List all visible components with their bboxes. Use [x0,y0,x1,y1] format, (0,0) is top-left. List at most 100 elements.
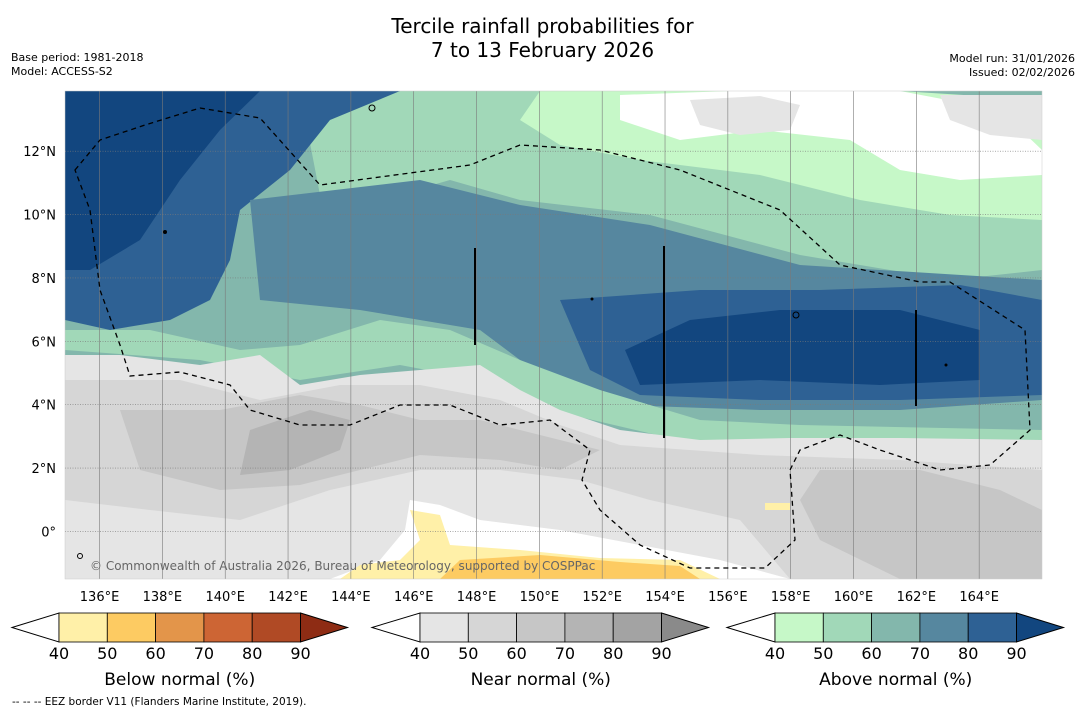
model-run: Model run: 31/01/2026 [949,52,1075,65]
x-tick-label: 150°E [520,590,560,605]
colorbar-box [822,612,872,643]
colorbar-box [155,612,205,643]
x-axis-ticks: 136°E 138°E 140°E 142°E 144°E 146°E 148°E 150°E… [80,590,999,605]
colorbar-box [516,612,566,643]
colorbar-level-label: 90 [290,644,310,663]
x-tick-label: 152°E [582,590,622,605]
region-grey-north [690,95,1042,140]
map-frame [64,90,1043,580]
region-above-90-east [625,310,980,385]
x-tick-label: 164°E [959,590,999,605]
colorbar-level-label: 80 [242,644,262,663]
colorbar-below: 40 50 60 70 80 90 Below normal (%) [10,612,350,690]
colorbar-level-label: 50 [458,644,478,663]
map-area: © Commonwealth of Australia 2026, Bureau… [65,91,1042,579]
colorbar-arrow-high [1016,612,1066,643]
x-tick-label: 154°E [645,590,685,605]
colorbar-level-label: 40 [410,644,430,663]
region-near-70 [240,410,350,475]
colorbar-level-label: 90 [651,644,671,663]
island-1 [368,104,376,112]
island-2 [792,311,800,319]
x-tick-label: 158°E [771,590,811,605]
island-5 [77,553,83,559]
meta-left: Base period: 1981-2018 Model: ACCESS-S2 [11,51,143,79]
colorbar-level-label: 70 [910,644,930,663]
y-tick-label: 4°N [32,399,57,414]
region-near-60 [120,395,1042,579]
colorbar-box [203,612,253,643]
colorbar-box [106,612,157,643]
y-tick-label: 10°N [23,209,56,224]
colorbar-arrow-high [300,612,350,643]
x-tick-label: 160°E [834,590,874,605]
x-tick-label: 140°E [205,590,245,605]
colorbar-box [419,612,469,643]
title-line-1: Tercile rainfall probabilities for [391,14,694,38]
colorbar-level-label: 80 [603,644,623,663]
x-tick-label: 144°E [331,590,371,605]
x-tick-label: 148°E [457,590,497,605]
colorbar-box [58,612,108,643]
watermark-text: © Commonwealth of Australia 2026, Bureau… [90,559,595,573]
y-axis-ticks: 12°N 10°N 8°N 6°N 4°N 2°N 0° [23,145,56,540]
colorbar-title: Below normal (%) [104,670,255,690]
title-line-2: 7 to 13 February 2026 [430,38,655,62]
island-3 [590,297,594,301]
x-tick-label: 142°E [268,590,308,605]
colorbar-level-label: 60 [506,644,526,663]
colorbar-level-label: 50 [97,644,117,663]
colorbar-box [967,612,1017,643]
colorbar-level-label: 70 [555,644,575,663]
colorbar-arrow-low [10,612,60,643]
region-near-40-light [65,495,520,579]
region-below-40 [340,510,720,579]
colorbar-box [871,612,921,643]
eez-border [74,107,1031,569]
grid-lines [65,91,1042,579]
colorbar-near: 40 50 60 70 80 90 Near normal (%) [370,612,711,690]
region-below-50 [440,555,700,579]
island-6 [944,363,948,367]
y-tick-label: 0° [41,525,56,540]
chart-title: Tercile rainfall probabilities for 7 to … [0,14,1085,62]
x-tick-label: 138°E [143,590,183,605]
x-tick-label: 156°E [708,590,748,605]
colorbar-box [251,612,301,643]
colorbar-level-label: 40 [765,644,785,663]
meta-right: Model run: 31/01/2026 Issued: 02/02/2026 [949,52,1075,80]
colorbar-box [612,612,662,643]
region-below-40-small [765,503,790,510]
x-tick-label: 146°E [394,590,434,605]
colorbar-box [467,612,517,643]
colorbar-title: Near normal (%) [471,670,611,690]
colorbar-above: 40 50 60 70 80 90 Above normal (%) [725,612,1066,690]
eez-footnote: -- -- -- EEZ border V11 (Flanders Marine… [12,696,307,708]
colorbar-level-label: 70 [194,644,214,663]
island-4 [163,230,167,234]
colorbar-level-label: 60 [145,644,165,663]
colorbars: 40 50 60 70 80 90 Below normal (%) 40 50 60 70 80 90… [10,612,1066,690]
colorbar-title: Above normal (%) [819,670,972,690]
region-above-60-strip [65,320,1042,450]
colorbar-arrow-low [725,612,776,643]
y-tick-label: 8°N [32,272,57,287]
colorbar-level-label: 80 [958,644,978,663]
x-tick-label: 162°E [897,590,937,605]
colorbar-level-label: 50 [813,644,833,663]
y-tick-label: 6°N [32,335,57,350]
colorbar-box [564,612,614,643]
y-tick-label: 2°N [32,462,57,477]
colorbar-box [919,612,969,643]
x-tick-label: 136°E [80,590,120,605]
base-period: Base period: 1981-2018 [11,51,144,64]
issued-date: Issued: 02/02/2026 [968,66,1075,79]
colorbar-level-label: 90 [1006,644,1026,663]
y-tick-label: 12°N [23,145,56,160]
colorbar-arrow-high [661,612,711,643]
colorbar-arrow-low [370,612,421,643]
colorbar-box [774,612,824,643]
model-name: Model: ACCESS-S2 [11,65,113,78]
colorbar-level-label: 60 [861,644,881,663]
